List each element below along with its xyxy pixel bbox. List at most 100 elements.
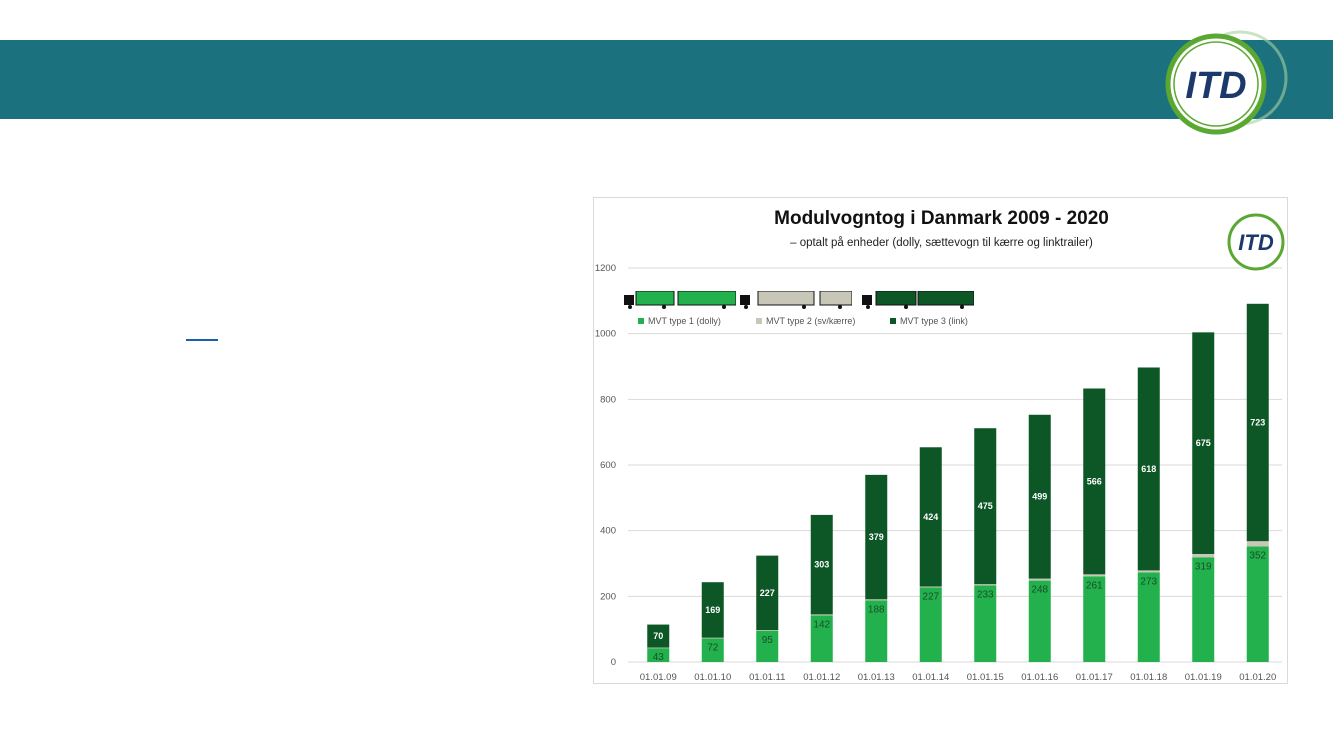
itd-logo: ITD (1162, 28, 1298, 140)
data-label-1: 142 (813, 619, 830, 630)
truck-type1-icon (624, 291, 736, 309)
svg-text:ITD: ITD (1185, 65, 1246, 107)
data-label-3: 566 (1087, 476, 1102, 486)
data-label-3: 169 (705, 605, 720, 615)
bar-2 (647, 647, 670, 649)
bar-3 (1137, 367, 1160, 571)
y-tick-label: 800 (600, 394, 616, 405)
bar-1 (1137, 572, 1160, 662)
bar-1 (756, 630, 779, 662)
y-tick-label: 0 (611, 657, 616, 668)
chart-logo-icon: ITD (1227, 213, 1285, 271)
bar-1 (647, 647, 670, 662)
svg-text:ITD: ITD (1238, 230, 1274, 255)
bar-1 (974, 585, 997, 662)
truck-type2-icon (740, 291, 852, 309)
bar-2 (756, 630, 779, 631)
legend-swatch-type1 (638, 318, 644, 324)
bar-1 (1028, 580, 1051, 662)
data-label-1: 273 (1140, 576, 1157, 587)
data-label-3: 618 (1141, 464, 1156, 474)
bar-3 (701, 582, 724, 638)
bar-3 (1083, 388, 1106, 575)
bar-3 (756, 555, 779, 631)
legend-item-type1: MVT type 1 (dolly) (638, 316, 721, 326)
bar-1 (919, 587, 942, 662)
bar-3 (974, 428, 997, 585)
x-tick-label: 01.01.18 (1130, 672, 1167, 683)
legend-label-type3: MVT type 3 (link) (900, 316, 968, 326)
data-label-1: 319 (1195, 561, 1212, 572)
data-label-3: 70 (653, 631, 663, 641)
bar-2 (1246, 541, 1269, 547)
x-tick-label: 01.01.10 (694, 672, 731, 683)
header-banner (0, 40, 1333, 119)
legend-swatch-type2 (756, 318, 762, 324)
data-label-1: 72 (707, 642, 719, 653)
bar-1 (701, 638, 724, 662)
x-tick-label: 01.01.16 (1021, 672, 1058, 683)
legend-label-type2: MVT type 2 (sv/kærre) (766, 316, 856, 326)
y-tick-label: 200 (600, 591, 616, 602)
data-label-1: 95 (762, 635, 774, 646)
y-tick-label: 400 (600, 526, 616, 537)
bar-1 (810, 615, 833, 662)
slide-link[interactable] (186, 326, 218, 341)
x-tick-label: 01.01.12 (803, 672, 840, 683)
x-tick-label: 01.01.14 (912, 672, 949, 683)
bar-3 (810, 514, 833, 615)
x-tick-label: 01.01.15 (967, 672, 1004, 683)
chart-plot: 0200400600800100012004317001.01.09722169… (595, 263, 1282, 683)
bar-1 (1192, 557, 1215, 662)
bar-3 (1028, 414, 1051, 579)
data-label-3: 499 (1032, 492, 1047, 502)
legend-swatch-type3 (890, 318, 896, 324)
data-label-3: 303 (814, 560, 829, 570)
bar-2 (974, 584, 997, 586)
chart-subtitle: – optalt på enheder (dolly, sættevogn ti… (790, 237, 1093, 249)
data-label-3: 675 (1196, 438, 1211, 448)
bar-1 (1083, 576, 1106, 662)
bar-2 (1192, 553, 1215, 558)
bar-2 (865, 599, 888, 601)
bar-2 (1028, 578, 1051, 581)
x-tick-label: 01.01.19 (1185, 672, 1222, 683)
bar-3 (919, 447, 942, 587)
bar-2 (919, 586, 942, 588)
bar-2 (701, 637, 724, 639)
x-tick-label: 01.01.13 (858, 672, 895, 683)
data-label-3: 475 (978, 501, 993, 511)
bar-3 (1192, 332, 1215, 554)
y-tick-label: 1200 (595, 263, 616, 274)
bar-2 (810, 614, 833, 616)
data-label-1: 227 (922, 591, 939, 602)
bar-2 (1137, 570, 1160, 573)
data-label-1: 352 (1249, 550, 1266, 561)
bar-3 (647, 624, 670, 648)
bar-1 (865, 600, 888, 662)
data-label-3: 379 (869, 532, 884, 542)
bar-3 (865, 474, 888, 600)
truck-type3-icon (862, 291, 974, 309)
data-label-1: 261 (1086, 580, 1103, 591)
x-tick-label: 01.01.09 (640, 672, 677, 683)
bar-1 (1246, 546, 1269, 662)
data-label-3: 424 (923, 512, 938, 522)
y-tick-label: 600 (600, 460, 616, 471)
data-label-3: 227 (760, 588, 775, 598)
chart-frame: Modulvogntog i Danmark 2009 - 2020 – opt… (593, 197, 1288, 684)
data-label-1: 43 (653, 652, 665, 663)
itd-logo-icon: ITD (1165, 30, 1288, 135)
legend-label-type1: MVT type 1 (dolly) (648, 316, 721, 326)
legend-item-type3: MVT type 3 (link) (890, 316, 968, 326)
x-tick-label: 01.01.11 (749, 672, 785, 683)
bar-2 (1083, 574, 1106, 577)
x-tick-label: 01.01.17 (1076, 672, 1113, 683)
y-tick-label: 1000 (595, 329, 616, 340)
data-label-1: 233 (977, 589, 994, 600)
legend-item-type2: MVT type 2 (sv/kærre) (756, 316, 855, 326)
data-label-3: 723 (1250, 417, 1265, 427)
bar-3 (1246, 303, 1269, 542)
chart-title: Modulvogntog i Danmark 2009 - 2020 (774, 208, 1109, 229)
data-label-1: 188 (868, 604, 885, 615)
